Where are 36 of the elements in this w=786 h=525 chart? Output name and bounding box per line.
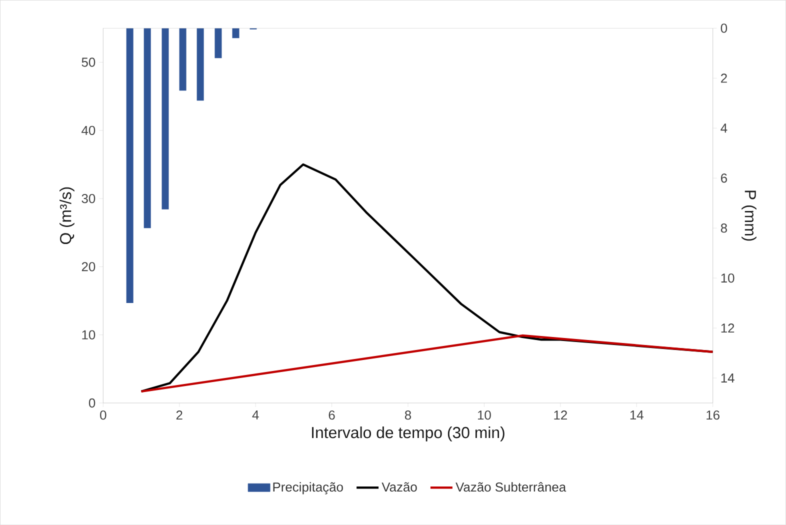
bar	[179, 28, 186, 91]
x-tick-label: 4	[252, 410, 259, 420]
x-tick-label: 6	[328, 410, 335, 420]
bar	[196, 28, 204, 101]
y2-tick-label: 2	[721, 74, 727, 83]
bar	[126, 28, 134, 303]
legend-label: Vazão	[382, 482, 417, 492]
bar	[214, 28, 222, 58]
x-tick-label: 12	[554, 410, 567, 420]
legend-label: Vazão Subterrânea	[456, 482, 566, 492]
x-tick-label: 14	[630, 410, 644, 420]
x-axis-title: Intervalo de tempo (30 min)	[312, 426, 504, 442]
x-tick-label: 16	[706, 410, 720, 420]
y2-tick-label: 8	[720, 223, 727, 233]
y-tick-label: 50	[82, 58, 96, 67]
y2-tick-label: 12	[721, 323, 734, 332]
y-tick-label: 10	[82, 330, 96, 340]
y-tick-label: 30	[82, 194, 96, 204]
bar	[232, 28, 240, 38]
x-tick-label: 10	[478, 410, 491, 420]
y2-tick-label: 4	[720, 124, 728, 133]
x-tick-label: 2	[176, 410, 182, 420]
y2-tick-label: 6	[721, 173, 727, 183]
y2-tick-label: 10	[721, 273, 734, 283]
legend-label: Precipitação	[273, 482, 343, 494]
y-tick-label: 0	[88, 398, 96, 408]
y-axis-title: Q (m³/s)	[60, 187, 74, 244]
bar	[162, 28, 169, 210]
x-tick-label: 0	[100, 410, 106, 420]
y-tick-label: 20	[82, 262, 96, 272]
y2-tick-label: 0	[720, 24, 728, 33]
y2-tick-label: 14	[721, 373, 734, 382]
y-tick-label: 40	[82, 126, 96, 135]
x-tick-label: 8	[404, 410, 412, 420]
bar	[144, 28, 151, 228]
y2-axis-title: P (mm)	[742, 190, 756, 241]
